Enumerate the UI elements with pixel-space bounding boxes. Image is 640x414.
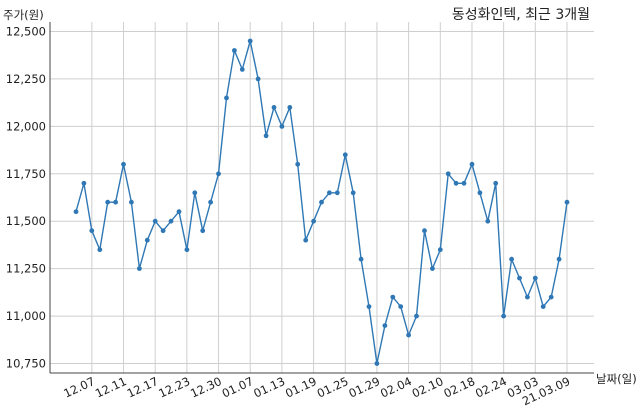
data-point — [382, 323, 388, 328]
data-point — [81, 180, 87, 186]
x-tick-label: 12.23 — [156, 374, 192, 401]
data-point — [271, 105, 277, 110]
y-tick-label: 11,250 — [6, 262, 46, 276]
data-point — [532, 275, 538, 281]
x-tick-label: 01.07 — [220, 374, 256, 401]
data-point — [200, 228, 206, 234]
axes — [49, 22, 594, 374]
data-point — [358, 256, 364, 262]
data-point — [287, 105, 293, 110]
data-point — [192, 190, 198, 196]
x-tick-label: 02.04 — [378, 374, 414, 401]
data-point — [334, 190, 340, 196]
data-point — [469, 161, 475, 167]
y-tick-label: 10,750 — [6, 357, 46, 371]
data-point — [327, 190, 332, 196]
data-point — [121, 161, 126, 167]
data-point — [501, 313, 506, 319]
grid — [50, 22, 594, 373]
x-tick-label: 12.11 — [93, 374, 129, 401]
data-point — [89, 228, 95, 234]
y-tick-label: 11,000 — [6, 309, 46, 323]
data-point — [247, 38, 253, 44]
data-point — [279, 124, 285, 129]
data-point — [525, 294, 530, 300]
data-point — [160, 228, 166, 234]
data-point — [422, 228, 427, 234]
data-point — [564, 199, 570, 205]
data-point — [342, 152, 348, 158]
data-point — [548, 294, 554, 300]
y-tick-label: 12,250 — [6, 72, 46, 86]
x-tick-label: 02.18 — [441, 374, 477, 401]
data-point — [303, 237, 309, 243]
data-point — [406, 332, 411, 338]
data-point — [97, 247, 103, 253]
y-tick-label: 11,500 — [6, 214, 46, 228]
data-point — [239, 67, 245, 72]
y-axis-title: 주가(원) — [3, 8, 44, 22]
x-tick-label: 12.30 — [188, 374, 224, 401]
data-point — [517, 275, 522, 281]
data-point — [390, 294, 396, 300]
data-point — [437, 247, 443, 253]
x-tick-label: 01.19 — [283, 374, 319, 401]
data-point — [414, 313, 419, 319]
data-point — [295, 161, 301, 167]
data-point — [366, 304, 372, 309]
chart-title: 동성화인텍, 최근 3개월 — [452, 7, 590, 23]
data-point — [540, 304, 546, 309]
data-point — [509, 256, 514, 262]
data-point — [208, 199, 214, 205]
y-tick-label: 12,500 — [6, 24, 46, 38]
x-tick-label: 12.17 — [125, 374, 161, 401]
data-point — [184, 247, 190, 253]
data-point — [73, 209, 79, 215]
data-point — [485, 218, 491, 224]
data-point — [105, 199, 111, 205]
data-point — [232, 48, 237, 53]
data-point — [461, 180, 467, 186]
y-tick-label: 12,000 — [6, 119, 46, 133]
data-point — [176, 209, 182, 215]
data-point — [144, 237, 150, 243]
x-axis-title: 날짜(일) — [596, 372, 637, 386]
data-point — [319, 199, 324, 205]
x-tick-label: 01.13 — [251, 374, 287, 401]
x-tick-label: 12.07 — [61, 374, 97, 401]
data-point — [398, 304, 404, 309]
x-tick-label: 02.24 — [473, 374, 509, 401]
data-point — [430, 266, 435, 271]
data-point — [453, 180, 459, 186]
data-point — [556, 256, 562, 262]
data-point — [137, 266, 142, 271]
tick-labels: 10,750 11,000 11,250 11,500 11,750 12,000 12,2… — [6, 24, 573, 408]
x-tick-label: 01.29 — [346, 374, 382, 401]
data-point — [493, 180, 499, 186]
data-point — [255, 76, 261, 82]
data-point — [152, 218, 158, 224]
data-point — [374, 361, 380, 366]
y-tick-label: 11,750 — [6, 167, 46, 181]
data-point — [113, 199, 118, 205]
data-point — [216, 171, 221, 177]
x-tick-label: 01.25 — [315, 374, 351, 401]
data-point — [477, 190, 483, 196]
data-point — [311, 218, 316, 224]
data-point — [129, 199, 134, 205]
data-point — [350, 190, 356, 196]
price-series — [73, 38, 570, 366]
data-point — [263, 133, 269, 139]
data-point — [445, 171, 451, 177]
x-tick-label: 02.10 — [410, 374, 446, 401]
data-point — [168, 218, 174, 224]
data-point — [224, 95, 229, 101]
